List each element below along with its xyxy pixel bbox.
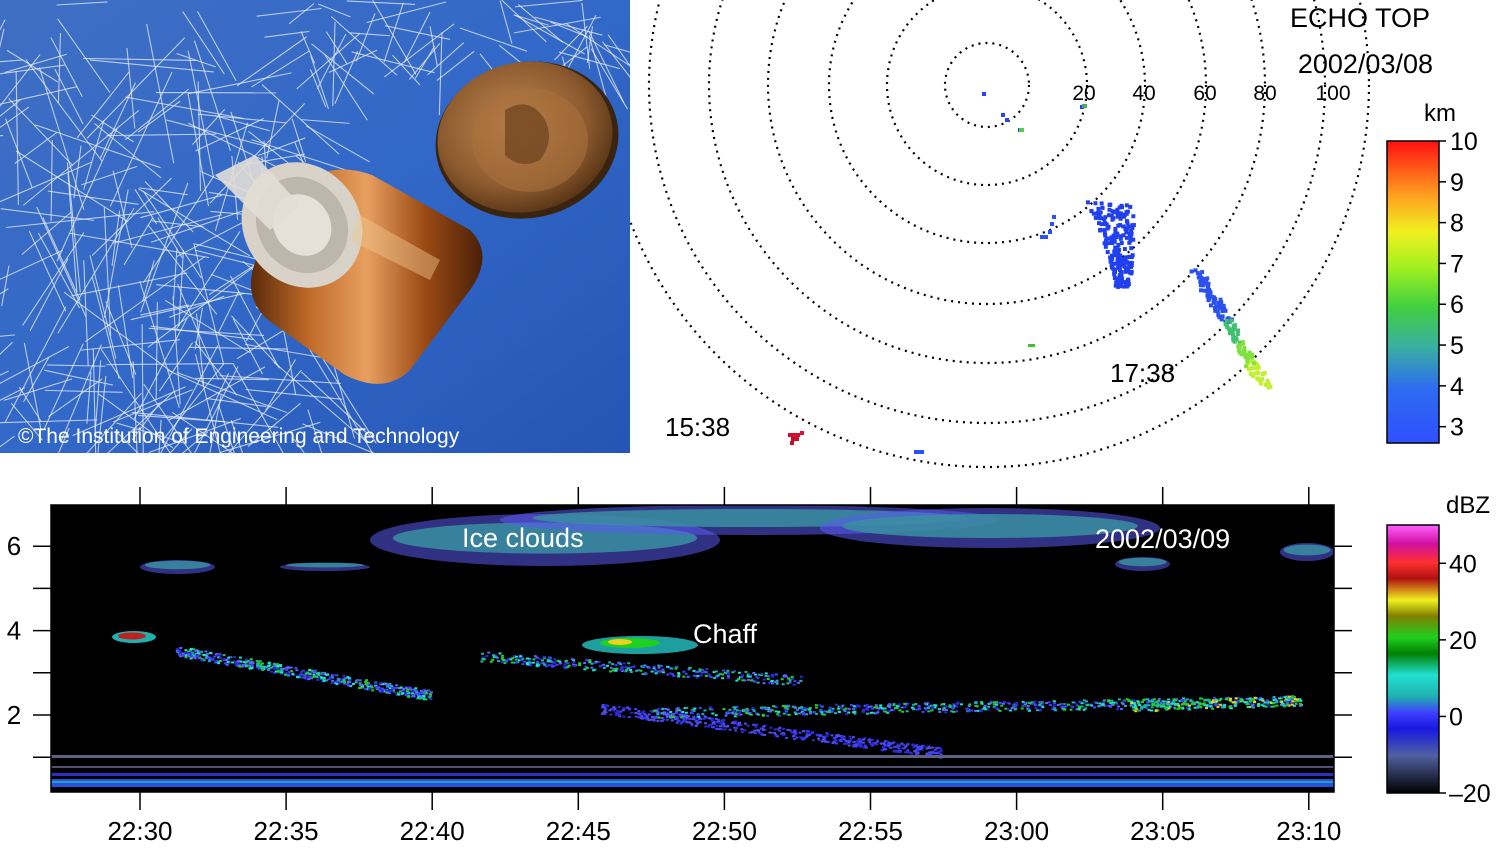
echo-returns [788,92,1273,454]
ice-cloud-east [1280,543,1334,561]
chaff-trail-1 [175,646,433,701]
y-tick-6: 6 [7,531,21,561]
chaff-initial [112,631,156,643]
reflectivity-field [51,505,1334,787]
km-tick-7: 7 [1450,250,1464,278]
y-tick-2: 2 [7,700,21,730]
dbz-tick-0: 0 [1449,703,1463,731]
km-colorbar-ticks: 10 9 8 7 6 5 4 3 [1439,128,1478,442]
dbz-colorbar-unit: dBZ [1446,492,1490,519]
range-ring-label-80: 80 [1253,82,1276,105]
echo-top-title: ECHO TOP [1290,3,1430,33]
echo-top-radar-chart: 20 40 60 80 100 ECHO TOP 2002/03/08 15:38 17… [630,0,1478,468]
km-colorbar-unit: km [1424,100,1456,127]
km-tick-3: 3 [1450,414,1464,442]
surface-clutter [51,755,1334,787]
x-tick-23:00: 23:00 [984,816,1049,846]
km-tick-9: 9 [1450,169,1464,197]
km-tick-6: 6 [1450,291,1464,319]
x-tick-22:45: 22:45 [546,816,611,846]
range-ring-6 [630,0,1370,468]
x-tick-22:50: 22:50 [692,816,757,846]
range-ring-0 [943,41,1031,129]
range-ring-label-100: 100 [1315,82,1350,105]
chaff-trail-2 [480,651,803,686]
y-tick-4: 4 [7,616,21,646]
chaff-canister [215,155,483,384]
echo-cluster-east [1085,200,1136,289]
dbz-tick-40: 40 [1449,550,1477,578]
km-tick-5: 5 [1450,332,1464,360]
km-tick-4: 4 [1450,373,1464,401]
range-ring-label-40: 40 [1132,82,1155,105]
km-colorbar [1386,140,1440,444]
dbz-colorbar [1386,524,1440,794]
range-ring-3 [766,0,1208,306]
x-tick-22:35: 22:35 [254,816,319,846]
echo-near [982,92,1084,132]
dbz-colorbar-ticks: 40 20 0 –20 [1439,550,1491,808]
time-label-1738: 17:38 [1110,358,1175,388]
time-height-reflectivity-chart: 22:30 22:35 22:40 22:45 22:50 22:55 23:00 23:05… [7,487,1491,846]
x-tick-22:40: 22:40 [400,816,465,846]
range-ring-label-60: 60 [1193,82,1216,105]
ice-cloud-c [1115,557,1170,571]
chaff-trail-bright [1130,695,1302,713]
echo-top-date: 2002/03/08 [1298,49,1433,79]
ice-cloud-west [140,560,215,574]
range-ring-label-20: 20 [1072,82,1095,105]
range-rings [630,0,1370,468]
penny-coin [435,61,619,219]
x-tick-23:05: 23:05 [1130,816,1195,846]
annotation-ice-clouds: Ice clouds [462,523,584,553]
echo-stripe-1738 [1189,268,1273,390]
echo-edge [914,450,924,454]
x-tick-23:10: 23:10 [1276,816,1341,846]
range-ring-2 [827,0,1147,245]
x-tick-22:30: 22:30 [107,816,172,846]
range-ring-4 [707,0,1267,365]
echo-1538 [788,431,804,445]
annotation-chaff: Chaff [693,619,758,649]
km-tick-8: 8 [1450,210,1464,238]
x-tick-22:55: 22:55 [838,816,903,846]
dbz-tick-20: 20 [1449,627,1477,655]
chaff-core [582,636,698,654]
ice-cloud-b [820,508,1160,548]
km-tick-10: 10 [1450,128,1478,156]
echo-speck [1028,344,1035,347]
time-height-axes: 22:30 22:35 22:40 22:45 22:50 22:55 23:00 23:05… [7,487,1352,846]
time-label-1538: 15:38 [665,412,730,442]
echo-small-west [1040,215,1056,239]
range-ring-5 [648,0,1326,424]
dbz-tick-–20: –20 [1449,780,1491,808]
chaff-photo: ©The Institution of Engineering and Tech… [0,0,630,453]
range-ring-labels: 20 40 60 80 100 [1072,82,1350,105]
time-height-date: 2002/03/09 [1095,524,1230,554]
ice-cloud-thin [280,562,370,571]
photo-credit: ©The Institution of Engineering and Tech… [18,425,460,448]
range-ring-1 [885,0,1089,187]
